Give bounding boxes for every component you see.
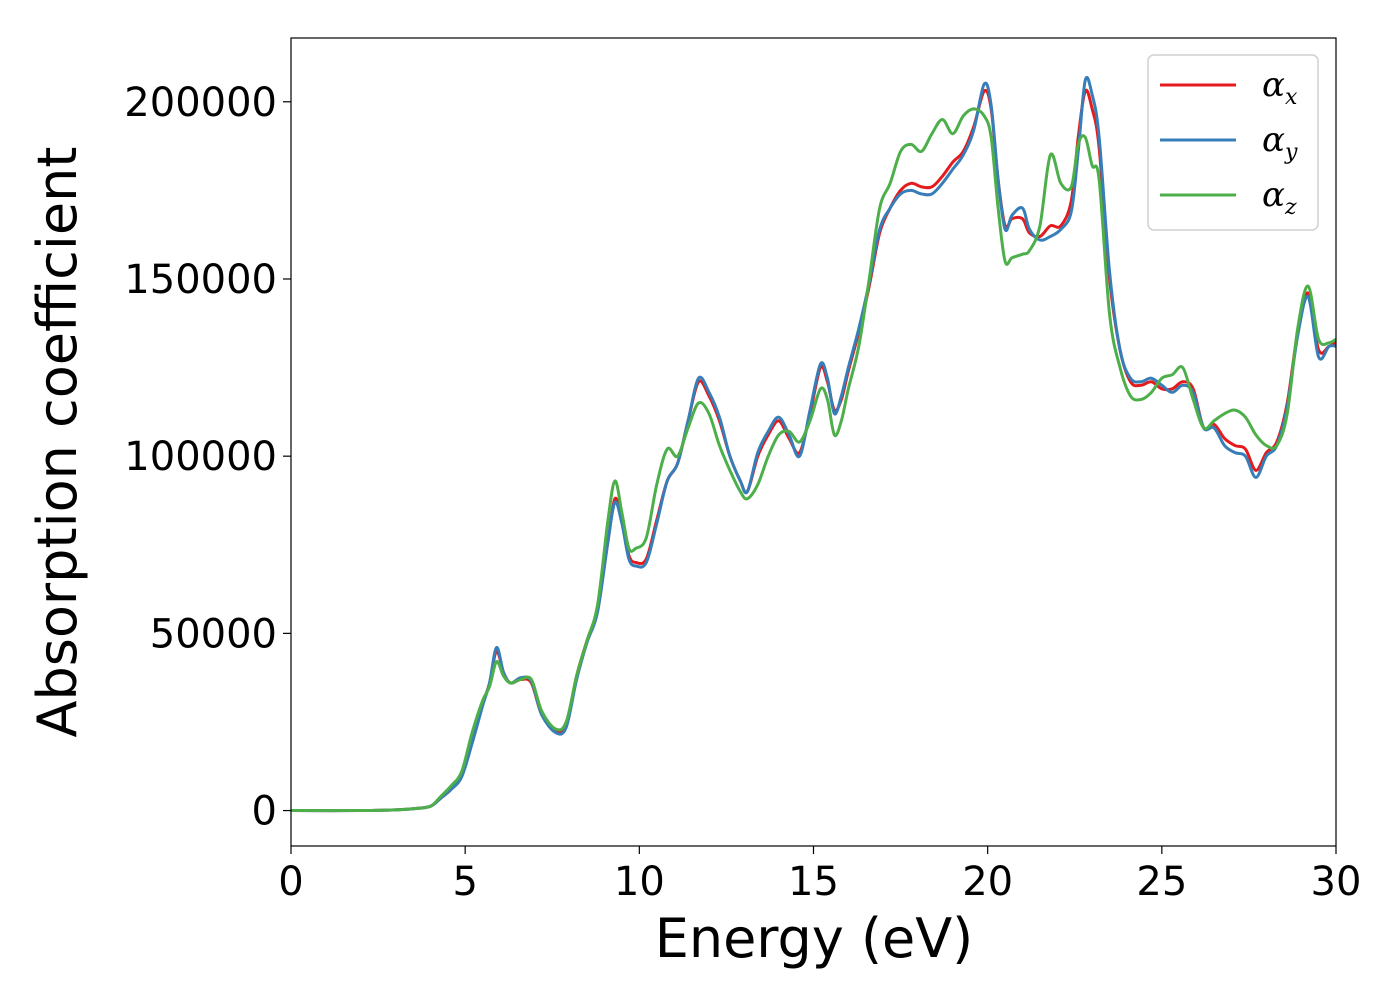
y-tick-label: 0: [252, 789, 277, 835]
x-tick-label: 10: [614, 859, 665, 905]
x-axis-title: Energy (eV): [655, 907, 974, 970]
y-axis-title: Absorption coefficient: [26, 147, 89, 738]
x-tick-label: 20: [962, 859, 1013, 905]
x-tick-label: 30: [1311, 859, 1362, 905]
y-tick-label: 50000: [150, 611, 277, 657]
legend-label-y: αy: [1262, 120, 1298, 165]
series-line-y: [291, 75, 1336, 813]
x-tick-label: 15: [788, 859, 839, 905]
x-tick-label: 5: [452, 859, 477, 905]
legend: αx αy αz: [1147, 54, 1319, 231]
legend-box: [1147, 54, 1319, 231]
x-tick-label: 25: [1136, 859, 1187, 905]
legend-label-x: αx: [1262, 65, 1298, 110]
series-line-z: [291, 107, 1336, 813]
y-tick-label: 150000: [124, 257, 277, 303]
x-tick-label: 0: [278, 859, 303, 905]
legend-label-z: αz: [1262, 175, 1297, 220]
axes-layer: 0 5 10 15 20 25 30 0 50000 100000 150000 200000: [124, 37, 1362, 905]
y-tick-label: 200000: [124, 80, 277, 126]
series-layer: [291, 75, 1336, 813]
y-tick-label: 100000: [124, 434, 277, 480]
